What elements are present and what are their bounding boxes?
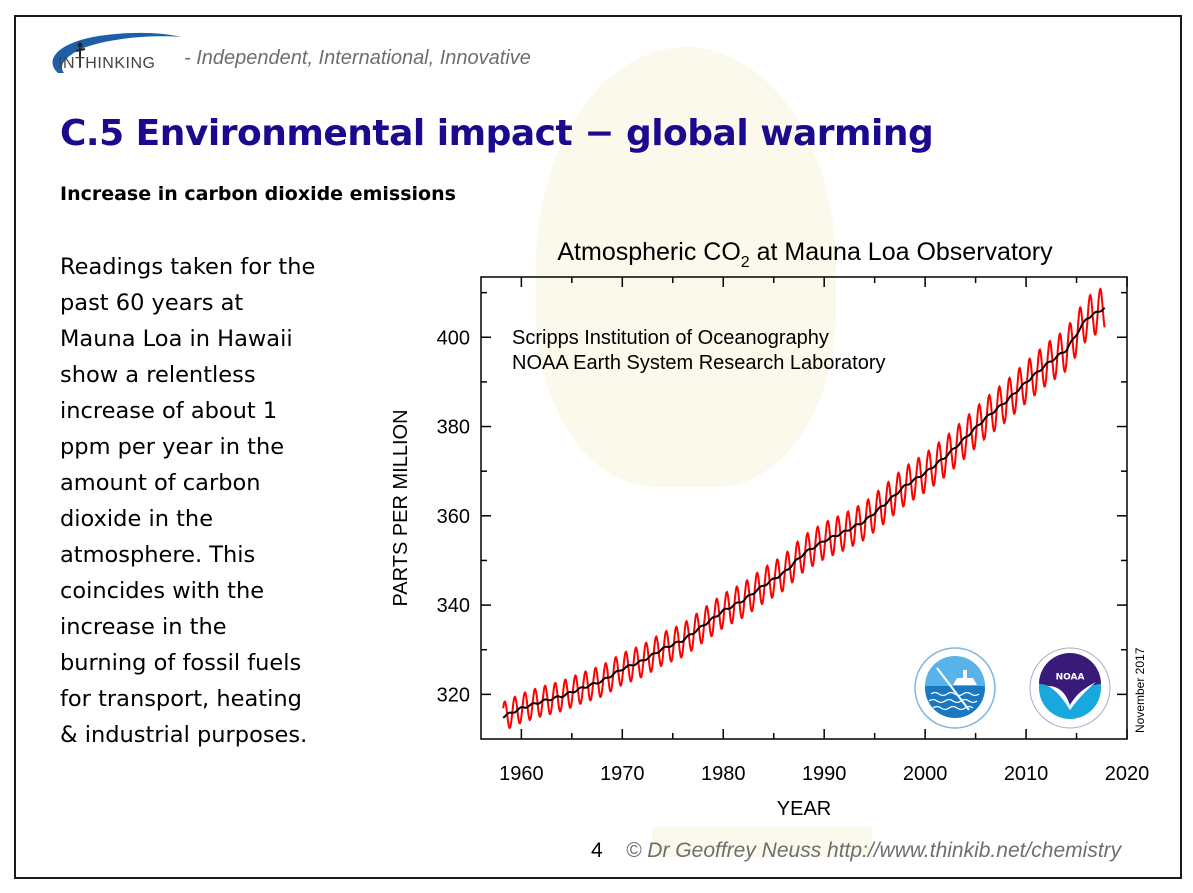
scripps-logo <box>914 647 996 729</box>
x-tick-label: 1980 <box>701 763 746 785</box>
body-line: ppm per year in the <box>60 434 285 460</box>
date-label: November 2017 <box>1133 647 1147 733</box>
annotation-scripps: Scripps Institution of Oceanography <box>512 327 829 349</box>
logo-text: INTHINKING <box>58 55 156 72</box>
trend-co2-line <box>502 306 1106 719</box>
body-line: coincides with the <box>60 578 265 604</box>
chart-title: Atmospheric CO2 at Mauna Loa Observatory <box>557 238 1053 271</box>
body-line: amount of carbon <box>60 470 261 496</box>
body-line: Readings taken for the <box>60 254 316 280</box>
x-tick-label: 2020 <box>1105 763 1150 785</box>
monthly-co2-line <box>502 287 1106 730</box>
chart-title-rest: at Mauna Loa Observatory <box>750 238 1053 266</box>
x-tick-label: 1960 <box>499 763 544 785</box>
body-line: past 60 years at <box>60 290 244 316</box>
x-tick-label: 1990 <box>802 763 847 785</box>
x-axis-label: YEAR <box>777 798 831 820</box>
body-line: dioxide in the <box>60 506 214 532</box>
body-line: burning of fossil fuels <box>60 650 302 676</box>
noaa-logo: NOAA <box>1029 647 1111 729</box>
footer-decoration <box>652 827 872 857</box>
x-tick-label: 2010 <box>1004 763 1049 785</box>
body-line: atmosphere. This <box>60 542 256 568</box>
chart-title-main: Atmospheric CO <box>557 238 740 266</box>
background-decoration <box>536 47 836 487</box>
y-tick-label: 320 <box>437 684 470 706</box>
y-tick-label: 360 <box>437 506 470 528</box>
inthinking-logo: INTHINKING <box>36 25 196 75</box>
chart-title-subscript: 2 <box>741 254 750 271</box>
axis-ticks: 1960 1970 1980 1990 2000 2010 2020 320 340 360 380… <box>437 277 1150 785</box>
annotation-noaa: NOAA Earth System Research Laboratory <box>512 352 886 374</box>
series-layer <box>502 287 1106 730</box>
tagline: - Independent, International, Innovative <box>184 47 531 69</box>
y-tick-label: 340 <box>437 595 470 617</box>
copyright-credit: © Dr Geoffrey Neuss http://www.thinkib.n… <box>626 839 1122 862</box>
x-tick-label: 2000 <box>903 763 948 785</box>
x-tick-label: 1970 <box>600 763 645 785</box>
svg-text:NOAA: NOAA <box>1056 673 1085 683</box>
plot-frame <box>480 276 1128 740</box>
page-number: 4 <box>591 839 603 862</box>
body-line: & industrial purposes. <box>60 722 308 748</box>
y-tick-label: 400 <box>437 327 470 349</box>
body-line: Mauna Loa in Hawaii <box>60 326 293 352</box>
slide: INTHINKING - Independent, International,… <box>14 15 1182 879</box>
y-tick-label: 380 <box>437 417 470 439</box>
body-line: increase in the <box>60 614 227 640</box>
body-line: increase of about 1 <box>60 398 278 424</box>
slide-title: C.5 Environmental impact − global warmin… <box>60 113 934 154</box>
y-axis-label: PARTS PER MILLION <box>390 409 412 606</box>
slide-subtitle: Increase in carbon dioxide emissions <box>60 183 456 205</box>
logo-arc-icon <box>52 32 181 73</box>
body-line: for transport, heating <box>60 686 302 712</box>
body-text: Readings taken for the past 60 years at … <box>60 249 360 753</box>
body-line: show a relentless <box>60 362 256 388</box>
